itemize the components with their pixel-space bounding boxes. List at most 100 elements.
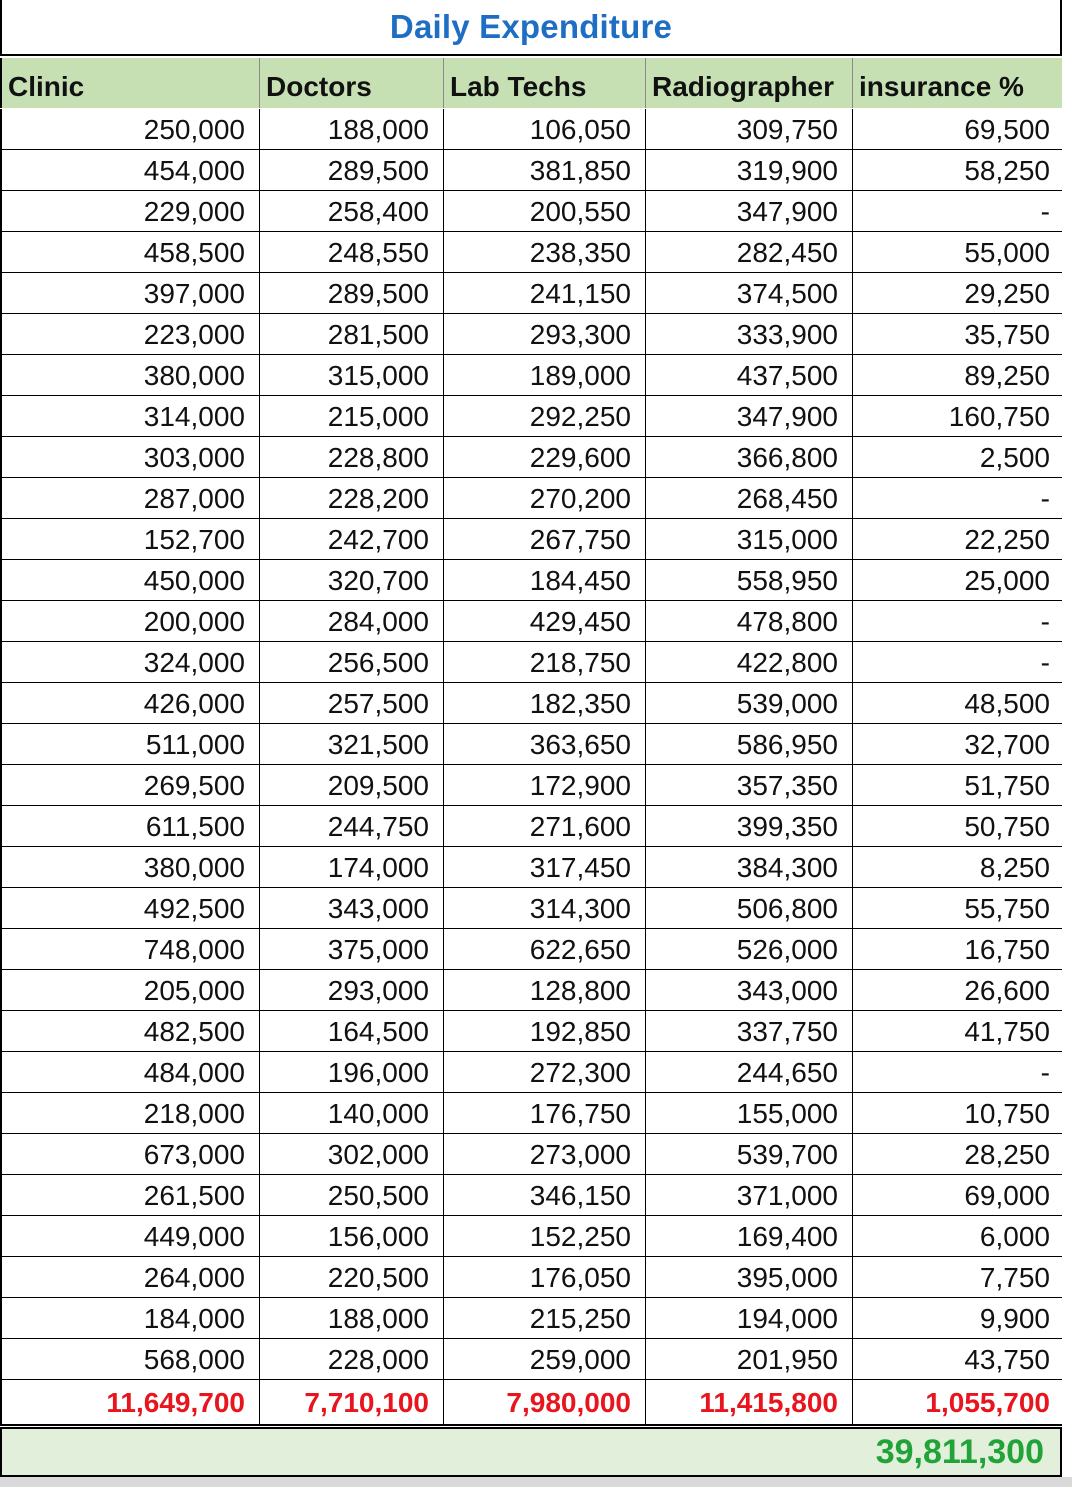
cell-lab-techs[interactable]: 152,250 bbox=[444, 1216, 646, 1257]
cell-radiographer[interactable]: 357,350 bbox=[646, 765, 853, 806]
cell-insurance[interactable]: 22,250 bbox=[853, 519, 1062, 560]
cell-clinic[interactable]: 482,500 bbox=[2, 1011, 260, 1052]
cell-lab-techs[interactable]: 192,850 bbox=[444, 1011, 646, 1052]
cell-radiographer[interactable]: 506,800 bbox=[646, 888, 853, 929]
cell-clinic[interactable]: 449,000 bbox=[2, 1216, 260, 1257]
cell-clinic[interactable]: 450,000 bbox=[2, 560, 260, 601]
cell-insurance[interactable]: 7,750 bbox=[853, 1257, 1062, 1298]
header-insurance[interactable]: insurance % bbox=[859, 71, 1024, 102]
cell-lab-techs[interactable]: 106,050 bbox=[444, 109, 646, 150]
cell-doctors[interactable]: 315,000 bbox=[260, 355, 444, 396]
cell-doctors[interactable]: 174,000 bbox=[260, 847, 444, 888]
total-doctors[interactable]: 7,710,100 bbox=[260, 1380, 444, 1426]
cell-radiographer[interactable]: 395,000 bbox=[646, 1257, 853, 1298]
cell-clinic[interactable]: 397,000 bbox=[2, 273, 260, 314]
cell-radiographer[interactable]: 347,900 bbox=[646, 396, 853, 437]
cell-clinic[interactable]: 218,000 bbox=[2, 1093, 260, 1134]
cell-doctors[interactable]: 220,500 bbox=[260, 1257, 444, 1298]
header-clinic[interactable]: Clinic bbox=[2, 58, 260, 108]
total-insurance[interactable]: 1,055,700 bbox=[853, 1380, 1062, 1426]
cell-insurance[interactable]: 48,500 bbox=[853, 683, 1062, 724]
cell-radiographer[interactable]: 384,300 bbox=[646, 847, 853, 888]
cell-radiographer[interactable]: 319,900 bbox=[646, 150, 853, 191]
cell-lab-techs[interactable]: 622,650 bbox=[444, 929, 646, 970]
cell-insurance[interactable]: 6,000 bbox=[853, 1216, 1062, 1257]
cell-insurance[interactable]: - bbox=[853, 601, 1062, 642]
cell-insurance[interactable]: 58,250 bbox=[853, 150, 1062, 191]
cell-radiographer[interactable]: 539,700 bbox=[646, 1134, 853, 1175]
cell-doctors[interactable]: 242,700 bbox=[260, 519, 444, 560]
cell-lab-techs[interactable]: 314,300 bbox=[444, 888, 646, 929]
cell-lab-techs[interactable]: 238,350 bbox=[444, 232, 646, 273]
cell-radiographer[interactable]: 337,750 bbox=[646, 1011, 853, 1052]
cell-insurance[interactable]: 43,750 bbox=[853, 1339, 1062, 1380]
cell-doctors[interactable]: 188,000 bbox=[260, 1298, 444, 1339]
cell-insurance[interactable]: 55,000 bbox=[853, 232, 1062, 273]
cell-insurance[interactable]: 26,600 bbox=[853, 970, 1062, 1011]
cell-clinic[interactable]: 611,500 bbox=[2, 806, 260, 847]
cell-lab-techs[interactable]: 128,800 bbox=[444, 970, 646, 1011]
cell-insurance[interactable]: 16,750 bbox=[853, 929, 1062, 970]
cell-insurance[interactable]: 89,250 bbox=[853, 355, 1062, 396]
cell-clinic[interactable]: 511,000 bbox=[2, 724, 260, 765]
cell-radiographer[interactable]: 268,450 bbox=[646, 478, 853, 519]
cell-clinic[interactable]: 229,000 bbox=[2, 191, 260, 232]
cell-insurance[interactable]: 160,750 bbox=[853, 396, 1062, 437]
cell-lab-techs[interactable]: 229,600 bbox=[444, 437, 646, 478]
cell-lab-techs[interactable]: 215,250 bbox=[444, 1298, 646, 1339]
cell-insurance[interactable]: 32,700 bbox=[853, 724, 1062, 765]
cell-clinic[interactable]: 673,000 bbox=[2, 1134, 260, 1175]
cell-insurance[interactable]: 28,250 bbox=[853, 1134, 1062, 1175]
cell-radiographer[interactable]: 422,800 bbox=[646, 642, 853, 683]
cell-insurance[interactable]: 29,250 bbox=[853, 273, 1062, 314]
cell-clinic[interactable]: 269,500 bbox=[2, 765, 260, 806]
cell-lab-techs[interactable]: 273,000 bbox=[444, 1134, 646, 1175]
header-radiographer[interactable]: Radiographer bbox=[646, 58, 853, 108]
cell-clinic[interactable]: 568,000 bbox=[2, 1339, 260, 1380]
cell-doctors[interactable]: 228,800 bbox=[260, 437, 444, 478]
cell-lab-techs[interactable]: 218,750 bbox=[444, 642, 646, 683]
cell-lab-techs[interactable]: 271,600 bbox=[444, 806, 646, 847]
cell-radiographer[interactable]: 309,750 bbox=[646, 109, 853, 150]
cell-insurance[interactable]: 9,900 bbox=[853, 1298, 1062, 1339]
cell-radiographer[interactable]: 201,950 bbox=[646, 1339, 853, 1380]
title-cell[interactable]: Daily Expenditure bbox=[0, 0, 1062, 56]
cell-clinic[interactable]: 458,500 bbox=[2, 232, 260, 273]
cell-doctors[interactable]: 320,700 bbox=[260, 560, 444, 601]
cell-radiographer[interactable]: 539,000 bbox=[646, 683, 853, 724]
cell-clinic[interactable]: 492,500 bbox=[2, 888, 260, 929]
cell-doctors[interactable]: 140,000 bbox=[260, 1093, 444, 1134]
cell-clinic[interactable]: 324,000 bbox=[2, 642, 260, 683]
cell-clinic[interactable]: 250,000 bbox=[2, 109, 260, 150]
cell-lab-techs[interactable]: 184,450 bbox=[444, 560, 646, 601]
cell-lab-techs[interactable]: 363,650 bbox=[444, 724, 646, 765]
cell-doctors[interactable]: 248,550 bbox=[260, 232, 444, 273]
header-doctors[interactable]: Doctors bbox=[260, 58, 444, 108]
cell-lab-techs[interactable]: 182,350 bbox=[444, 683, 646, 724]
cell-clinic[interactable]: 264,000 bbox=[2, 1257, 260, 1298]
cell-insurance[interactable]: 41,750 bbox=[853, 1011, 1062, 1052]
cell-radiographer[interactable]: 437,500 bbox=[646, 355, 853, 396]
cell-clinic[interactable]: 484,000 bbox=[2, 1052, 260, 1093]
cell-doctors[interactable]: 302,000 bbox=[260, 1134, 444, 1175]
cell-radiographer[interactable]: 347,900 bbox=[646, 191, 853, 232]
cell-clinic[interactable]: 380,000 bbox=[2, 847, 260, 888]
cell-lab-techs[interactable]: 200,550 bbox=[444, 191, 646, 232]
cell-doctors[interactable]: 250,500 bbox=[260, 1175, 444, 1216]
cell-radiographer[interactable]: 169,400 bbox=[646, 1216, 853, 1257]
cell-doctors[interactable]: 289,500 bbox=[260, 150, 444, 191]
cell-clinic[interactable]: 426,000 bbox=[2, 683, 260, 724]
cell-lab-techs[interactable]: 270,200 bbox=[444, 478, 646, 519]
cell-lab-techs[interactable]: 293,300 bbox=[444, 314, 646, 355]
cell-doctors[interactable]: 321,500 bbox=[260, 724, 444, 765]
cell-insurance[interactable]: 25,000 bbox=[853, 560, 1062, 601]
cell-clinic[interactable]: 152,700 bbox=[2, 519, 260, 560]
cell-radiographer[interactable]: 371,000 bbox=[646, 1175, 853, 1216]
cell-lab-techs[interactable]: 272,300 bbox=[444, 1052, 646, 1093]
cell-lab-techs[interactable]: 189,000 bbox=[444, 355, 646, 396]
cell-clinic[interactable]: 184,000 bbox=[2, 1298, 260, 1339]
cell-doctors[interactable]: 258,400 bbox=[260, 191, 444, 232]
cell-radiographer[interactable]: 244,650 bbox=[646, 1052, 853, 1093]
cell-doctors[interactable]: 196,000 bbox=[260, 1052, 444, 1093]
cell-insurance[interactable]: 50,750 bbox=[853, 806, 1062, 847]
